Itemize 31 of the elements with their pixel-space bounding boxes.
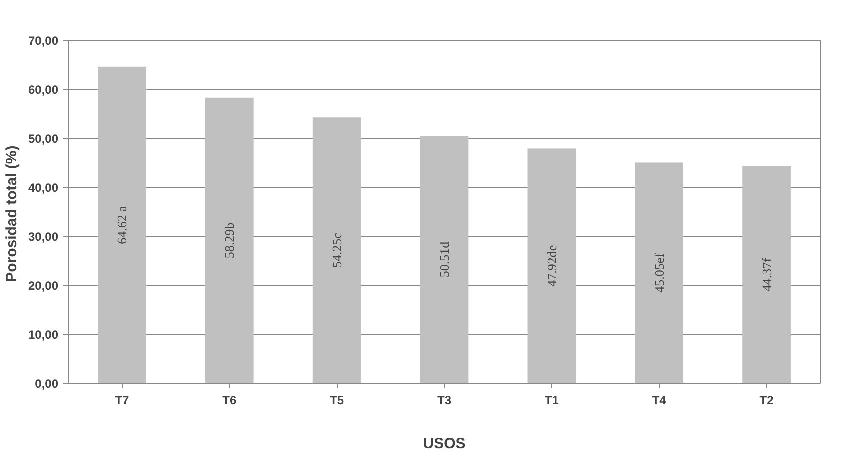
bar (98, 66, 146, 384)
x-tick-label: T7 (115, 394, 130, 408)
x-axis-title: USOS (423, 436, 466, 452)
bar (528, 148, 576, 384)
data-label: 44.37f (759, 257, 774, 292)
data-label: 50.51d (437, 241, 452, 278)
bar (205, 98, 254, 384)
y-tick-label: 30,00 (28, 230, 59, 244)
data-label: 47.92de (544, 245, 560, 287)
y-tick-label: 70,00 (28, 34, 59, 48)
data-label: 58.29b (222, 222, 238, 259)
y-axis-title: Porosidad total (%) (3, 146, 20, 282)
bar (420, 136, 469, 384)
y-tick-label: 20,00 (28, 279, 59, 293)
x-tick-label: T6 (222, 394, 237, 408)
x-tick-label: T3 (438, 394, 452, 408)
data-label: 54.25c (330, 232, 345, 268)
bar (742, 166, 791, 384)
x-tick-label: T5 (330, 394, 344, 408)
x-tick-label: T4 (652, 394, 667, 408)
x-tick-label: T2 (760, 394, 774, 408)
bar (312, 118, 362, 384)
bar (635, 162, 684, 384)
y-tick-label: 40,00 (28, 181, 59, 195)
y-tick-label: 0,00 (35, 377, 59, 391)
x-tick-label: T1 (544, 394, 560, 408)
y-tick-label: 60,00 (28, 83, 59, 97)
y-tick-label: 50,00 (28, 132, 59, 146)
data-label: 64.62 a (114, 206, 130, 244)
data-label: 45.05ef (652, 252, 667, 293)
y-tick-label: 10,00 (28, 328, 59, 342)
